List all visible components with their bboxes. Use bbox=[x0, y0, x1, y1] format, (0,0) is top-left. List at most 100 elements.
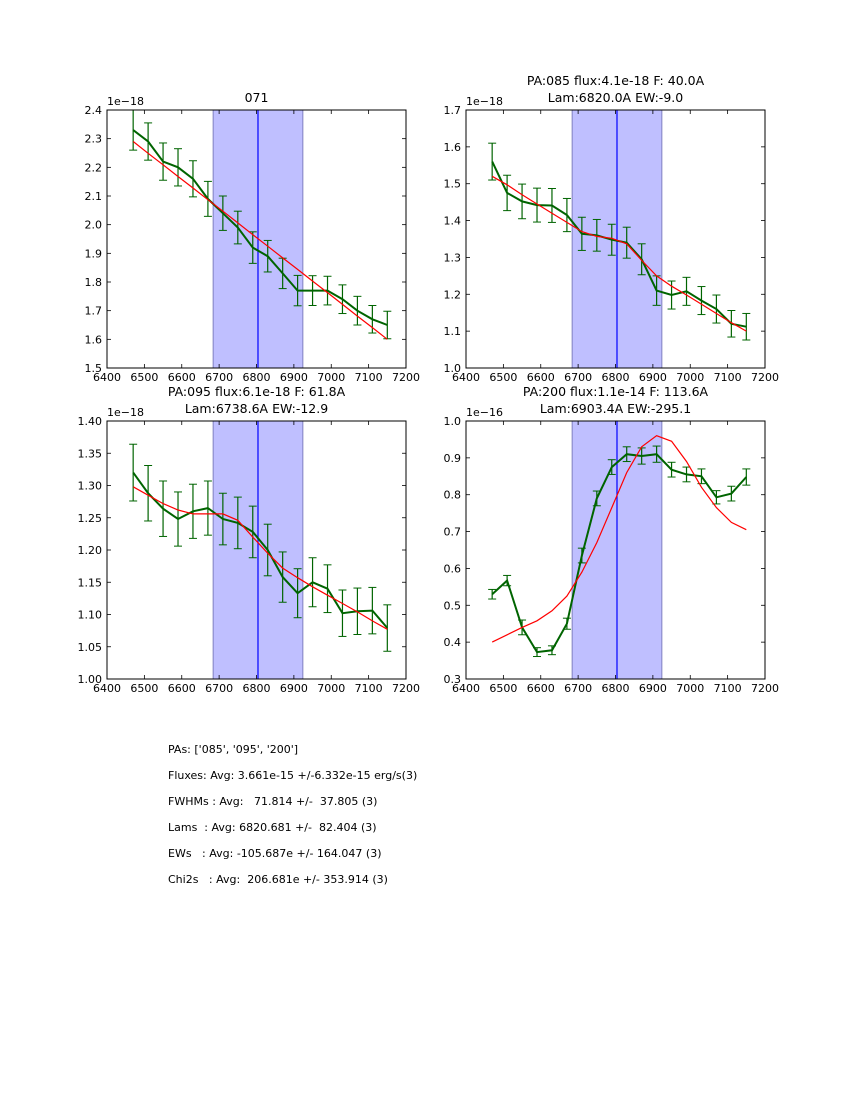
y-tick-label: 1.00 bbox=[78, 673, 103, 686]
subplot-title: PA:200 flux:1.1e-14 F: 113.6A bbox=[523, 384, 709, 399]
y-tick-label: 2.3 bbox=[85, 133, 103, 146]
x-tick-label: 7000 bbox=[676, 371, 704, 384]
x-tick-label: 7100 bbox=[714, 371, 742, 384]
y-tick-label: 1.25 bbox=[78, 512, 103, 525]
fit-line bbox=[132, 141, 388, 340]
y-tick-label: 1.2 bbox=[444, 288, 462, 301]
x-tick-label: 6500 bbox=[130, 371, 158, 384]
y-tick-label: 0.9 bbox=[444, 452, 462, 465]
x-tick-label: 6800 bbox=[602, 682, 630, 695]
y-tick-label: 1.0 bbox=[444, 362, 462, 375]
x-tick-label: 6600 bbox=[527, 682, 555, 695]
x-tick-label: 7000 bbox=[317, 371, 345, 384]
summary-pas: PAs: ['085', '095', '200'] bbox=[168, 743, 299, 756]
x-tick-label: 6800 bbox=[243, 682, 271, 695]
x-tick-label: 7100 bbox=[355, 371, 383, 384]
y-tick-label: 1.6 bbox=[85, 333, 103, 346]
x-tick-label: 6800 bbox=[243, 371, 271, 384]
summary-chi2s: Chi2s : Avg: 206.681e +/- 353.914 (3) bbox=[168, 873, 388, 886]
x-tick-label: 7100 bbox=[355, 682, 383, 695]
fit-line bbox=[491, 435, 747, 643]
offset-label: 1e−18 bbox=[107, 406, 144, 419]
subplot-3: 6400 6500 6600 6700 6800 6900 7000 7100 7200 1.00… bbox=[78, 384, 421, 695]
offset-label: 1e−18 bbox=[107, 95, 144, 108]
x-tick-label: 6400 bbox=[93, 682, 121, 695]
x-tick-label: 6500 bbox=[489, 371, 517, 384]
y-tick-label: 1.4 bbox=[444, 215, 462, 228]
summary-fwhms: FWHMs : Avg: 71.814 +/- 37.805 (3) bbox=[168, 795, 378, 808]
subplot-subtitle: Lam:6820.0A EW:-9.0 bbox=[548, 90, 683, 105]
y-tick-label: 2.0 bbox=[85, 219, 103, 232]
offset-label: 1e−16 bbox=[466, 406, 503, 419]
y-tick-label: 0.7 bbox=[444, 526, 462, 539]
x-tick-label: 6400 bbox=[452, 682, 480, 695]
y-tick-label: 1.9 bbox=[85, 247, 103, 260]
y-tick-label: 1.5 bbox=[444, 178, 462, 191]
y-tick-label: 2.4 bbox=[85, 104, 103, 117]
x-tick-label: 6500 bbox=[489, 682, 517, 695]
y-tick-label: 1.3 bbox=[444, 251, 462, 264]
subplot-4: 6400 6500 6600 6700 6800 6900 7000 7100 7200 0.3 0… bbox=[444, 384, 780, 695]
offset-label: 1e−18 bbox=[466, 95, 503, 108]
y-tick-label: 1.6 bbox=[444, 141, 462, 154]
x-tick-label: 7200 bbox=[751, 682, 779, 695]
y-tick-label: 1.8 bbox=[85, 276, 103, 289]
y-tick-label: 1.15 bbox=[78, 576, 103, 589]
x-tick-label: 7200 bbox=[392, 371, 420, 384]
subplot-subtitle: Lam:6903.4A EW:-295.1 bbox=[540, 401, 691, 416]
y-tick-label: 1.30 bbox=[78, 480, 103, 493]
y-tick-label: 0.3 bbox=[444, 673, 462, 686]
y-tick-label: 0.8 bbox=[444, 489, 462, 502]
x-tick-label: 6900 bbox=[639, 371, 667, 384]
axes-frame bbox=[465, 420, 766, 680]
subplot-title: 071 bbox=[245, 90, 269, 105]
x-tick-label: 6400 bbox=[93, 371, 121, 384]
subplot-title: PA:095 flux:6.1e-18 F: 61.8A bbox=[168, 384, 346, 399]
x-tick-label: 6900 bbox=[280, 371, 308, 384]
x-tick-label: 6900 bbox=[639, 682, 667, 695]
y-tick-label: 1.05 bbox=[78, 641, 103, 654]
subplot-1: 6400 6500 6600 6700 6800 6900 7000 7100 7200 1.5 1… bbox=[85, 90, 421, 384]
x-tick-label: 6700 bbox=[205, 682, 233, 695]
y-tick-label: 2.2 bbox=[85, 161, 103, 174]
summary-lams: Lams : Avg: 6820.681 +/- 82.404 (3) bbox=[168, 821, 377, 834]
x-tick-label: 7200 bbox=[751, 371, 779, 384]
summary-fluxes: Fluxes: Avg: 3.661e-15 +/-6.332e-15 erg/… bbox=[168, 769, 418, 782]
summary-stats: PAs: ['085', '095', '200'] Fluxes: Avg: … bbox=[168, 744, 417, 900]
y-tick-label: 1.35 bbox=[78, 447, 103, 460]
data-line bbox=[491, 453, 748, 654]
x-tick-label: 6500 bbox=[130, 682, 158, 695]
subplot-2: 6400 6500 6600 6700 6800 6900 7000 7100 7200 1.0 1… bbox=[444, 73, 780, 384]
subplot-title: PA:085 flux:4.1e-18 F: 40.0A bbox=[527, 73, 705, 88]
y-tick-label: 1.20 bbox=[78, 544, 103, 557]
x-tick-label: 7000 bbox=[317, 682, 345, 695]
y-tick-label: 1.5 bbox=[85, 362, 103, 375]
x-tick-label: 7100 bbox=[714, 682, 742, 695]
x-tick-label: 6600 bbox=[527, 371, 555, 384]
y-tick-label: 1.10 bbox=[78, 609, 103, 622]
summary-ews: EWs : Avg: -105.687e +/- 164.047 (3) bbox=[168, 847, 382, 860]
x-tick-label: 6900 bbox=[280, 682, 308, 695]
y-tick-label: 1.7 bbox=[444, 104, 462, 117]
x-tick-label: 6800 bbox=[602, 371, 630, 384]
data-line bbox=[132, 129, 388, 326]
x-tick-label: 6600 bbox=[168, 682, 196, 695]
y-tick-label: 1.1 bbox=[444, 325, 462, 338]
y-tick-label: 0.4 bbox=[444, 636, 462, 649]
y-tick-label: 0.5 bbox=[444, 599, 462, 612]
y-tick-label: 1.0 bbox=[444, 415, 462, 428]
y-tick-label: 1.40 bbox=[78, 415, 103, 428]
axes-frame bbox=[465, 109, 766, 369]
x-tick-label: 6600 bbox=[168, 371, 196, 384]
y-tick-label: 2.1 bbox=[85, 190, 103, 203]
axes-frame bbox=[106, 109, 407, 369]
y-tick-label: 0.6 bbox=[444, 562, 462, 575]
x-tick-label: 7000 bbox=[676, 682, 704, 695]
fit-line bbox=[491, 175, 747, 332]
x-tick-label: 7200 bbox=[392, 682, 420, 695]
x-tick-label: 6700 bbox=[564, 682, 592, 695]
x-tick-label: 6700 bbox=[205, 371, 233, 384]
y-tick-label: 1.7 bbox=[85, 305, 103, 318]
fit-line bbox=[132, 486, 388, 630]
